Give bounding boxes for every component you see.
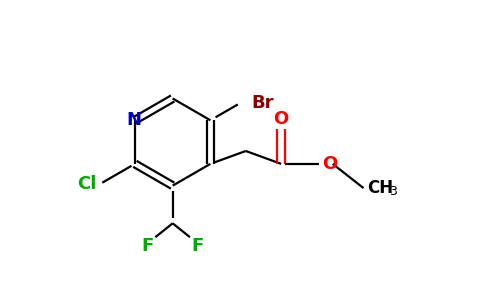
Text: F: F	[192, 237, 204, 255]
Text: 3: 3	[389, 184, 397, 197]
Text: Br: Br	[252, 94, 274, 112]
Text: F: F	[141, 237, 153, 255]
Text: O: O	[322, 155, 337, 173]
Text: CH: CH	[367, 179, 393, 197]
Text: Cl: Cl	[77, 175, 96, 193]
Text: O: O	[273, 110, 289, 128]
Text: N: N	[126, 111, 141, 129]
